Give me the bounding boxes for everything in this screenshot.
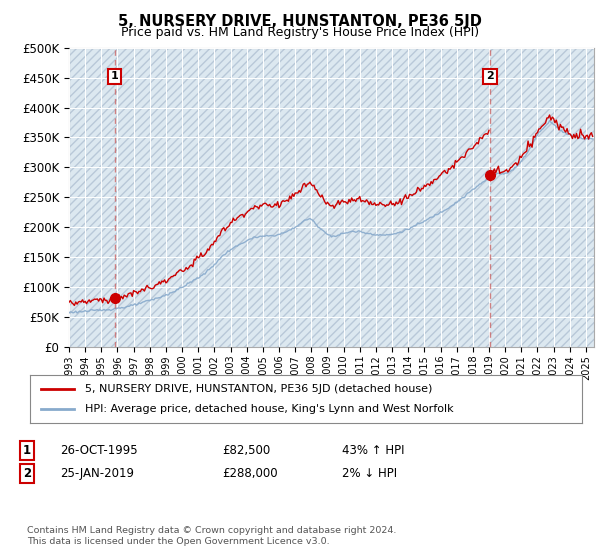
Text: 5, NURSERY DRIVE, HUNSTANTON, PE36 5JD: 5, NURSERY DRIVE, HUNSTANTON, PE36 5JD [118,14,482,29]
Text: 1: 1 [23,444,31,458]
Text: 5, NURSERY DRIVE, HUNSTANTON, PE36 5JD (detached house): 5, NURSERY DRIVE, HUNSTANTON, PE36 5JD (… [85,384,433,394]
Text: 43% ↑ HPI: 43% ↑ HPI [342,444,404,458]
Text: Price paid vs. HM Land Registry's House Price Index (HPI): Price paid vs. HM Land Registry's House … [121,26,479,39]
Text: £288,000: £288,000 [222,466,278,480]
Text: 1: 1 [110,71,118,81]
Text: 25-JAN-2019: 25-JAN-2019 [60,466,134,480]
Text: HPI: Average price, detached house, King's Lynn and West Norfolk: HPI: Average price, detached house, King… [85,404,454,414]
Text: 2: 2 [23,466,31,480]
Text: 2: 2 [486,71,494,81]
Text: 2% ↓ HPI: 2% ↓ HPI [342,466,397,480]
Text: 26-OCT-1995: 26-OCT-1995 [60,444,137,458]
Text: £82,500: £82,500 [222,444,270,458]
Text: Contains HM Land Registry data © Crown copyright and database right 2024.
This d: Contains HM Land Registry data © Crown c… [27,526,397,546]
